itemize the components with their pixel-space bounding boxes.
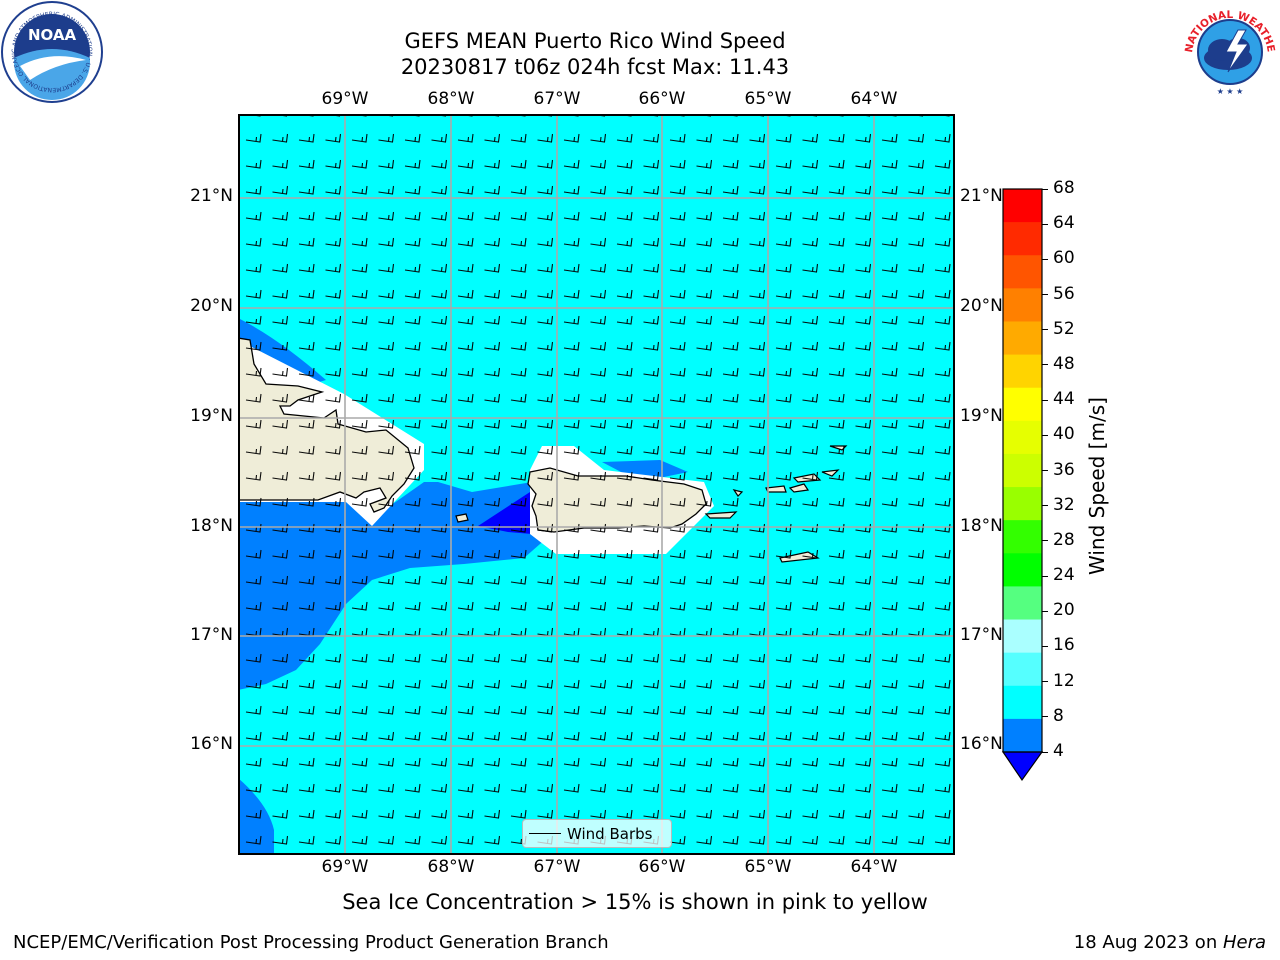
wind-speed-map [238, 114, 955, 855]
colorbar-tick [1042, 434, 1048, 436]
colorbar-tick [1042, 610, 1048, 612]
colorbar-band [1003, 354, 1042, 389]
colorbar-tick-label: 48 [1053, 353, 1075, 374]
colorbar-tick-label: 24 [1053, 565, 1075, 586]
colorbar-tick-label: 8 [1053, 705, 1064, 726]
colorbar-band [1003, 487, 1042, 521]
legend-label: Wind Barbs [567, 824, 653, 843]
footer-date: 18 Aug 2023 on Hera [1074, 932, 1266, 953]
colorbar-band [1003, 387, 1042, 422]
colorbar-tick-label: 12 [1053, 670, 1075, 691]
colorbar-tick [1042, 223, 1048, 225]
lon-label-bottom: 64°W [850, 857, 898, 877]
lon-label-bottom: 69°W [321, 857, 369, 877]
colorbar-tick-label: 56 [1053, 283, 1075, 304]
colorbar-tick [1042, 716, 1048, 718]
lat-label-right: 17°N [960, 625, 1003, 645]
colorbar-band [1003, 520, 1042, 554]
lat-label-left: 19°N [190, 406, 233, 426]
lat-label-left: 18°N [190, 516, 233, 536]
legend-line-icon [529, 833, 561, 834]
colorbar-tick [1042, 681, 1048, 683]
map-subtitle-forecast: 20230817 t06z 024h fcst Max: 11.43 [400, 55, 790, 79]
map-legend: Wind Barbs [522, 819, 672, 848]
colorbar-tick-label: 40 [1053, 424, 1075, 445]
colorbar-tick-label: 44 [1053, 389, 1075, 410]
lat-label-left: 17°N [190, 625, 233, 645]
colorbar-tick [1042, 329, 1048, 331]
footer-machine: Hera [1222, 932, 1266, 953]
colorbar-band [1003, 718, 1042, 753]
lon-label-top: 65°W [744, 89, 792, 109]
lat-label-right: 20°N [960, 296, 1003, 316]
colorbar-tick [1042, 294, 1048, 296]
colorbar-extend-triangle [1001, 751, 1044, 782]
footer-date-text: 18 Aug 2023 on [1073, 932, 1223, 953]
footer-branch: NCEP/EMC/Verification Post Processing Pr… [13, 932, 609, 953]
colorbar-band [1003, 255, 1042, 289]
colorbar-tick [1042, 645, 1048, 647]
colorbar-tick-label: 52 [1053, 318, 1075, 339]
lon-label-bottom: 66°W [638, 857, 686, 877]
lon-label-top: 64°W [850, 89, 898, 109]
colorbar-tick [1042, 399, 1048, 401]
colorbar-label: Wind Speed [m/s] [1085, 397, 1109, 575]
colorbar-tick [1042, 258, 1048, 260]
colorbar-band [1003, 586, 1042, 621]
lat-label-left: 16°N [190, 734, 233, 754]
colorbar-tick-label: 64 [1053, 213, 1075, 234]
lat-label-right: 19°N [960, 406, 1003, 426]
colorbar-tick-label: 4 [1053, 741, 1064, 761]
colorbar-band [1003, 420, 1042, 455]
lat-label-right: 18°N [960, 516, 1003, 536]
colorbar-tick [1042, 751, 1048, 753]
colorbar-tick-label: 28 [1053, 529, 1075, 550]
colorbar-tick-label: 32 [1053, 494, 1075, 515]
colorbar-band [1003, 288, 1042, 322]
lon-label-top: 66°W [638, 89, 686, 109]
colorbar-tick-label: 20 [1053, 600, 1075, 621]
map-title: GEFS MEAN Puerto Rico Wind Speed [404, 29, 786, 53]
lat-label-left: 20°N [190, 296, 233, 316]
lon-label-top: 67°W [533, 89, 581, 109]
svg-text:★ ★ ★: ★ ★ ★ [1217, 87, 1244, 96]
colorbar-band [1003, 222, 1042, 256]
colorbar-band [1003, 619, 1042, 654]
lat-label-left: 21°N [190, 186, 233, 206]
graticule [239, 115, 954, 854]
noaa-logo-text: NOAA [28, 26, 77, 44]
noaa-logo: NOAA NATIONAL OCEANIC AND ATMOSPHERIC AD… [0, 0, 103, 103]
colorbar-band [1003, 321, 1042, 356]
colorbar-tick [1042, 364, 1048, 366]
colorbar-tick-label: 16 [1053, 635, 1075, 656]
lat-label-right: 21°N [960, 186, 1003, 206]
colorbar-tick [1042, 575, 1048, 577]
colorbar-tick-label: 68 [1053, 178, 1075, 198]
wind-barbs-layer [239, 115, 954, 854]
lon-label-bottom: 68°W [427, 857, 475, 877]
lon-label-top: 69°W [321, 89, 369, 109]
colorbar-tick [1042, 470, 1048, 471]
colorbar-band [1003, 553, 1042, 587]
lon-label-bottom: 65°W [744, 857, 792, 877]
colorbar-tick [1042, 505, 1048, 507]
colorbar-band [1003, 453, 1042, 488]
colorbar-band [1003, 685, 1042, 720]
colorbar-tick-label: 60 [1053, 248, 1075, 269]
colorbar-tick [1042, 188, 1048, 190]
lon-label-bottom: 67°W [533, 857, 581, 877]
colorbar-band [1003, 189, 1042, 223]
sea-ice-note: Sea Ice Concentration > 15% is shown in … [342, 890, 928, 914]
colorbar [1001, 188, 1044, 782]
colorbar-band [1003, 652, 1042, 687]
nws-logo: NATIONAL WEATHER SERVICE ★ ★ ★ [1178, 0, 1278, 100]
colorbar-tick [1042, 540, 1048, 542]
lat-label-right: 16°N [960, 734, 1003, 754]
lon-label-top: 68°W [427, 89, 475, 109]
colorbar-tick-label: 36 [1053, 459, 1075, 480]
colorbar-bands [1003, 189, 1042, 753]
